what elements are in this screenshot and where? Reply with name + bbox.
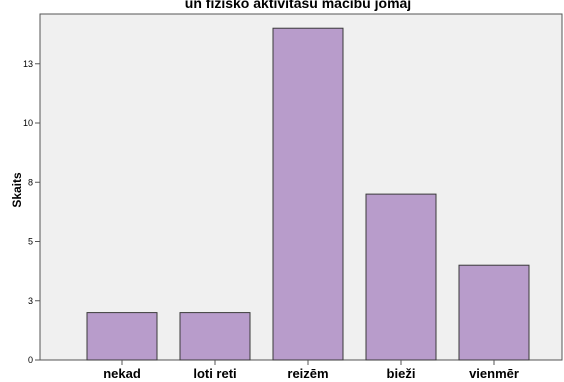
chart-title: un fiziskō aktivitasū mācību jomaj — [185, 0, 411, 11]
y-tick-label: 5 — [28, 237, 33, 247]
x-tick-label: nekad — [103, 366, 141, 381]
y-axis: 0 3 5 8 10 13 — [23, 59, 40, 365]
bar-bieži — [365, 193, 437, 361]
bar-nekad — [86, 312, 158, 361]
x-axis: nekad loti reti reizēm bieži vienmēr — [103, 360, 519, 381]
y-tick-label: 10 — [23, 118, 33, 128]
x-tick-label: bieži — [387, 366, 416, 381]
x-tick-label: vienmēr — [469, 366, 519, 381]
y-tick-label: 8 — [28, 177, 33, 187]
x-tick-label: reizēm — [287, 366, 328, 381]
y-tick-label: 3 — [28, 296, 33, 306]
y-tick-label: 13 — [23, 59, 33, 69]
bar-loti-reti — [179, 312, 251, 361]
y-tick-label: 0 — [28, 355, 33, 365]
y-axis-label: Skaits — [10, 172, 24, 208]
bar-reizēm — [272, 27, 344, 361]
x-tick-label: loti reti — [193, 366, 236, 381]
bar-vienmēr — [458, 264, 530, 361]
bars — [86, 27, 530, 361]
